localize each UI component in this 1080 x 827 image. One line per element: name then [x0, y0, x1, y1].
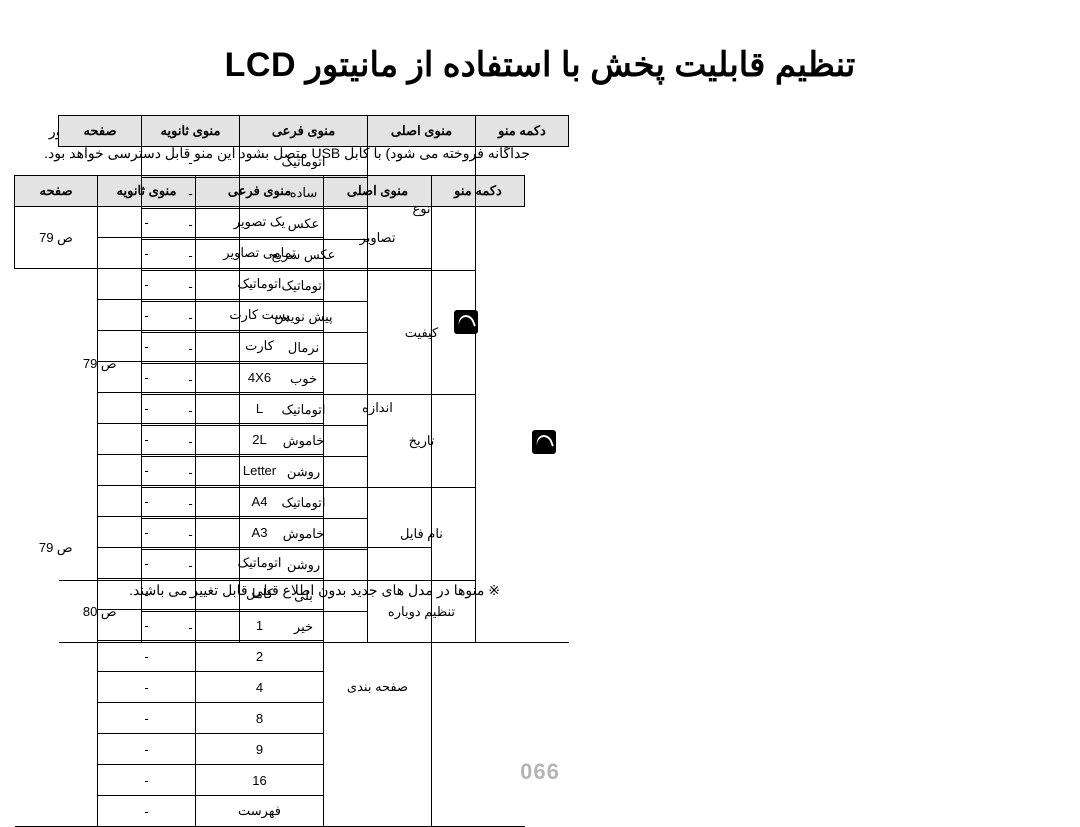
- sub-cell: خوب: [240, 364, 368, 395]
- sub-cell: خاموش: [240, 519, 368, 550]
- sub-cell: روشن: [240, 457, 368, 488]
- sub-cell: 8: [196, 703, 324, 734]
- sub-cell: اتوماتیک: [240, 395, 368, 426]
- sec-cell: -: [142, 395, 240, 426]
- sec-cell: -: [142, 457, 240, 488]
- sec-cell: -: [142, 550, 240, 581]
- sec-cell: -: [142, 364, 240, 395]
- main-cell: نوع: [368, 147, 476, 271]
- hdr-sec: منوی ثانویه: [142, 116, 240, 147]
- sec-cell: -: [142, 271, 240, 302]
- pictbridge-icon: [454, 310, 478, 334]
- page-cell: ص 79: [59, 147, 142, 581]
- sec-cell: -: [142, 302, 240, 333]
- sec-cell: -: [98, 703, 196, 734]
- page: تنظیم قابلیت پخش با استفاده از مانیتور L…: [0, 0, 1080, 815]
- sec-cell: -: [142, 209, 240, 240]
- sub-cell: عکس: [240, 209, 368, 240]
- sec-cell: -: [98, 796, 196, 827]
- sec-cell: -: [142, 240, 240, 271]
- sec-cell: -: [98, 641, 196, 672]
- sec-cell: -: [142, 488, 240, 519]
- sub-cell: عکس سریع: [240, 240, 368, 271]
- sec-cell: -: [142, 147, 240, 178]
- hdr-sub: منوی فرعی: [240, 116, 368, 147]
- page-title: تنظیم قابلیت پخش با استفاده از مانیتور L…: [0, 45, 1080, 85]
- sub-cell: 4: [196, 672, 324, 703]
- sec-cell: -: [142, 612, 240, 643]
- hdr-main: منوی اصلی: [368, 116, 476, 147]
- left-table: دکمه منو منوی اصلی منوی فرعی منوی ثانویه…: [58, 115, 569, 643]
- sub-cell: فهرست: [196, 796, 324, 827]
- sec-cell: -: [98, 672, 196, 703]
- sec-cell: -: [142, 519, 240, 550]
- sub-cell: 2: [196, 641, 324, 672]
- sec-cell: -: [142, 178, 240, 209]
- sub-cell: اتوماتیک: [240, 271, 368, 302]
- main-cell: تاریخ: [368, 395, 476, 488]
- table-header-row: دکمه منو منوی اصلی منوی فرعی منوی ثانویه…: [59, 116, 569, 147]
- btn-cell: [476, 147, 569, 643]
- sub-cell: ساده: [240, 178, 368, 209]
- sub-cell: پیش نویس: [240, 302, 368, 333]
- sub-cell: اتوماتیک: [240, 488, 368, 519]
- table-row: نوع اتوماتیک - ص 79: [59, 147, 569, 178]
- footnote: ※ منوها در مدل های جدید بدون اطلاع قبلی …: [60, 582, 500, 599]
- left-table-container: دکمه منو منوی اصلی منوی فرعی منوی ثانویه…: [58, 115, 569, 643]
- hdr-btn: دکمه منو: [476, 116, 569, 147]
- main-cell: نام فایل: [368, 488, 476, 581]
- sub-cell: نرمال: [240, 333, 368, 364]
- sub-cell: خاموش: [240, 426, 368, 457]
- sec-cell: -: [142, 333, 240, 364]
- pictbridge-icon: [532, 430, 556, 454]
- sub-cell: روشن: [240, 550, 368, 581]
- sec-cell: -: [142, 426, 240, 457]
- hdr-page: صفحه: [59, 116, 142, 147]
- sub-cell: خیر: [240, 612, 368, 643]
- page-number: 066: [0, 759, 1080, 785]
- sub-cell: اتوماتیک: [240, 147, 368, 178]
